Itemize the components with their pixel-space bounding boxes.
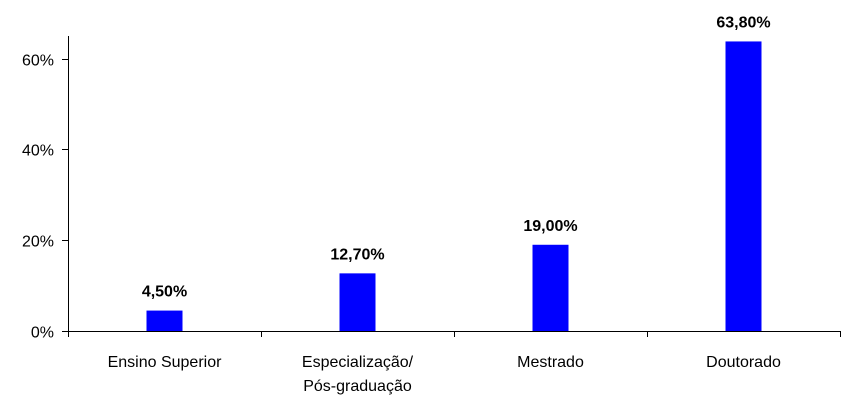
bar (146, 310, 183, 331)
y-tick-label: 0% (31, 325, 54, 342)
bar (532, 244, 569, 331)
category-label-line: Ensino Superior (108, 354, 223, 371)
category-label: Mestrado (517, 354, 584, 371)
category-label-line: Especialização/ (302, 354, 414, 371)
y-tick-label: 40% (22, 143, 54, 160)
data-label: 4,50% (142, 284, 187, 301)
category-label: Doutorado (706, 354, 781, 371)
data-label: 63,80% (716, 14, 770, 31)
bar (339, 273, 376, 331)
category-label-line: Doutorado (706, 354, 781, 371)
category-label-line: Pós-graduação (303, 378, 412, 395)
y-tick-label: 60% (22, 53, 54, 70)
category-label: Especialização/Pós-graduação (302, 354, 414, 395)
category-label: Ensino Superior (108, 354, 223, 371)
bar (725, 41, 762, 331)
category-label-line: Mestrado (517, 354, 584, 371)
data-label: 12,70% (330, 246, 384, 263)
data-label: 19,00% (523, 218, 577, 235)
y-tick-label: 20% (22, 234, 54, 251)
plot-area: 0% 20% 40% 60% 4,50% Ensino Superior 12,70% Esp… (22, 14, 841, 395)
